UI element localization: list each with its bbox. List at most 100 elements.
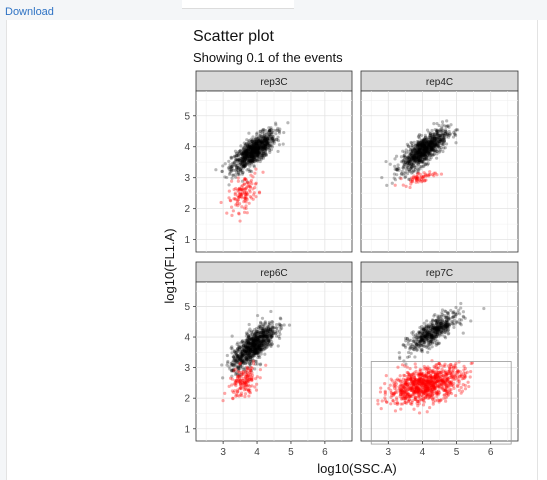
download-link[interactable]: Download	[5, 6, 54, 18]
event-point	[241, 146, 245, 150]
event-point	[249, 153, 253, 157]
event-point	[269, 132, 273, 136]
event-point	[220, 363, 224, 367]
event-point	[264, 338, 268, 342]
event-point	[419, 154, 423, 158]
event-point	[385, 183, 389, 187]
event-point	[418, 330, 422, 334]
event-point	[223, 175, 227, 179]
event-point	[254, 155, 259, 159]
event-point	[267, 129, 272, 133]
event-point	[264, 145, 268, 149]
event-point	[264, 141, 269, 145]
outlier-point	[235, 200, 239, 204]
event-point	[253, 146, 257, 150]
event-point	[402, 155, 406, 159]
event-point	[245, 144, 250, 148]
outlier-point	[467, 384, 471, 389]
event-point	[432, 152, 436, 156]
outlier-point	[463, 387, 468, 391]
event-point	[427, 142, 431, 147]
event-point	[441, 140, 446, 144]
event-point	[265, 142, 270, 146]
event-point	[258, 132, 262, 136]
event-point	[264, 138, 268, 142]
event-point	[400, 171, 404, 175]
event-point	[421, 327, 426, 332]
event-point	[261, 144, 266, 148]
event-point	[248, 333, 252, 337]
event-point	[425, 319, 429, 323]
event-point	[239, 365, 243, 369]
event-point	[433, 143, 437, 147]
event-point	[243, 161, 247, 165]
event-point	[244, 152, 248, 156]
event-point	[255, 141, 259, 145]
event-point	[250, 158, 254, 162]
outlier-point	[417, 178, 422, 182]
event-point	[249, 159, 253, 163]
event-point	[422, 149, 426, 154]
event-point	[274, 121, 278, 125]
event-point	[448, 132, 453, 136]
event-point	[268, 144, 272, 148]
event-point	[423, 151, 428, 155]
event-point	[442, 146, 446, 150]
outlier-point	[230, 377, 234, 381]
event-point	[411, 170, 415, 174]
event-point	[393, 178, 398, 182]
event-point	[263, 136, 267, 140]
y-tick-label: 3	[184, 363, 190, 374]
event-point	[246, 147, 251, 152]
outlier-point	[239, 187, 243, 192]
outlier-point	[246, 180, 250, 185]
outlier-point	[241, 187, 245, 191]
event-point	[247, 160, 251, 164]
event-point	[247, 146, 251, 150]
event-point	[276, 138, 281, 143]
event-point	[406, 165, 411, 170]
outlier-point	[425, 383, 430, 387]
event-point	[230, 161, 235, 165]
outlier-point	[425, 374, 429, 379]
outlier-point	[244, 178, 248, 182]
event-point	[255, 146, 259, 150]
event-point	[411, 149, 415, 153]
event-point	[259, 145, 264, 149]
event-point	[260, 146, 264, 150]
event-point	[242, 155, 246, 159]
event-point	[272, 128, 276, 132]
event-point	[255, 148, 260, 153]
event-point	[250, 159, 254, 163]
event-point	[243, 164, 247, 169]
event-point	[244, 158, 249, 162]
event-point	[419, 146, 423, 151]
event-point	[422, 142, 426, 147]
event-point	[249, 148, 253, 152]
event-point	[260, 147, 264, 151]
outlier-point	[421, 376, 425, 380]
event-point	[243, 150, 247, 154]
event-point	[242, 149, 246, 153]
event-point	[249, 153, 253, 158]
event-point	[420, 145, 425, 149]
event-point	[257, 139, 261, 143]
event-point	[410, 171, 414, 175]
event-point	[241, 156, 245, 160]
event-point	[245, 141, 249, 146]
event-point	[276, 135, 280, 139]
outlier-point	[439, 172, 444, 176]
outlier-point	[429, 386, 433, 390]
event-point	[258, 140, 262, 144]
outlier-point	[383, 382, 387, 386]
outlier-point	[232, 187, 236, 192]
event-point	[429, 140, 433, 144]
event-point	[270, 144, 274, 148]
outlier-point	[463, 383, 467, 388]
event-point	[249, 157, 253, 161]
event-point	[419, 153, 423, 158]
outlier-point	[244, 186, 248, 191]
event-point	[425, 163, 430, 167]
event-point	[236, 341, 240, 345]
event-point	[257, 146, 261, 150]
